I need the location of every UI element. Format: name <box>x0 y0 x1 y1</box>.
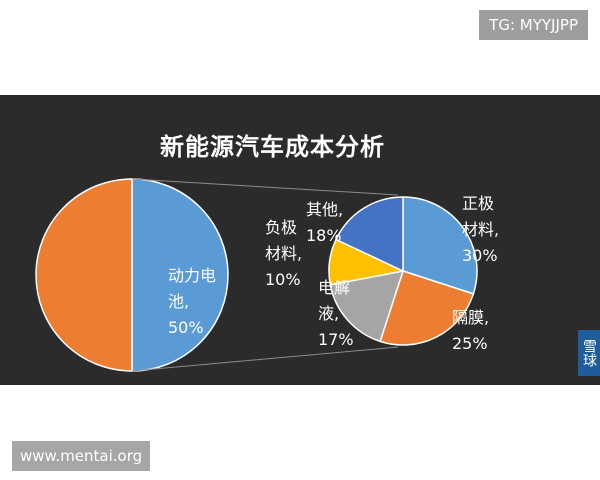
chart-title: 新能源汽车成本分析 <box>160 133 385 161</box>
connector-line-1 <box>131 346 399 372</box>
secondary-pie-slice-1 <box>379 270 475 346</box>
data-label-separator: 隔膜, 25% <box>452 308 490 353</box>
data-label-electrolyte: 电解 液, 17% <box>318 278 354 349</box>
secondary-pie-slice-2 <box>329 270 405 343</box>
main-pie-slice-0 <box>131 178 229 372</box>
data-label-anode: 负极 材料, 10% <box>265 218 303 289</box>
data-label-other: 其他, 18% <box>306 200 344 245</box>
secondary-pie-slice-0 <box>402 196 478 295</box>
main-pie-slice-1 <box>35 178 133 372</box>
chart-panel: 新能源汽车成本分析 动力电 池, 50% 正极 材料, 30% 隔膜, 25% … <box>0 95 600 385</box>
watermark-bottom: www.mentai.org <box>12 441 151 471</box>
connector-line-0 <box>131 178 399 196</box>
pie-of-pie-chart <box>35 178 478 372</box>
data-label-power-battery: 动力电 池, 50% <box>168 266 217 337</box>
watermark-top: TG: MYYJJPP <box>479 10 588 40</box>
data-label-cathode: 正极 材料, 30% <box>462 194 500 265</box>
xueqiu-badge: 雪球 <box>578 330 600 376</box>
secondary-pie-slice-4 <box>335 196 404 273</box>
